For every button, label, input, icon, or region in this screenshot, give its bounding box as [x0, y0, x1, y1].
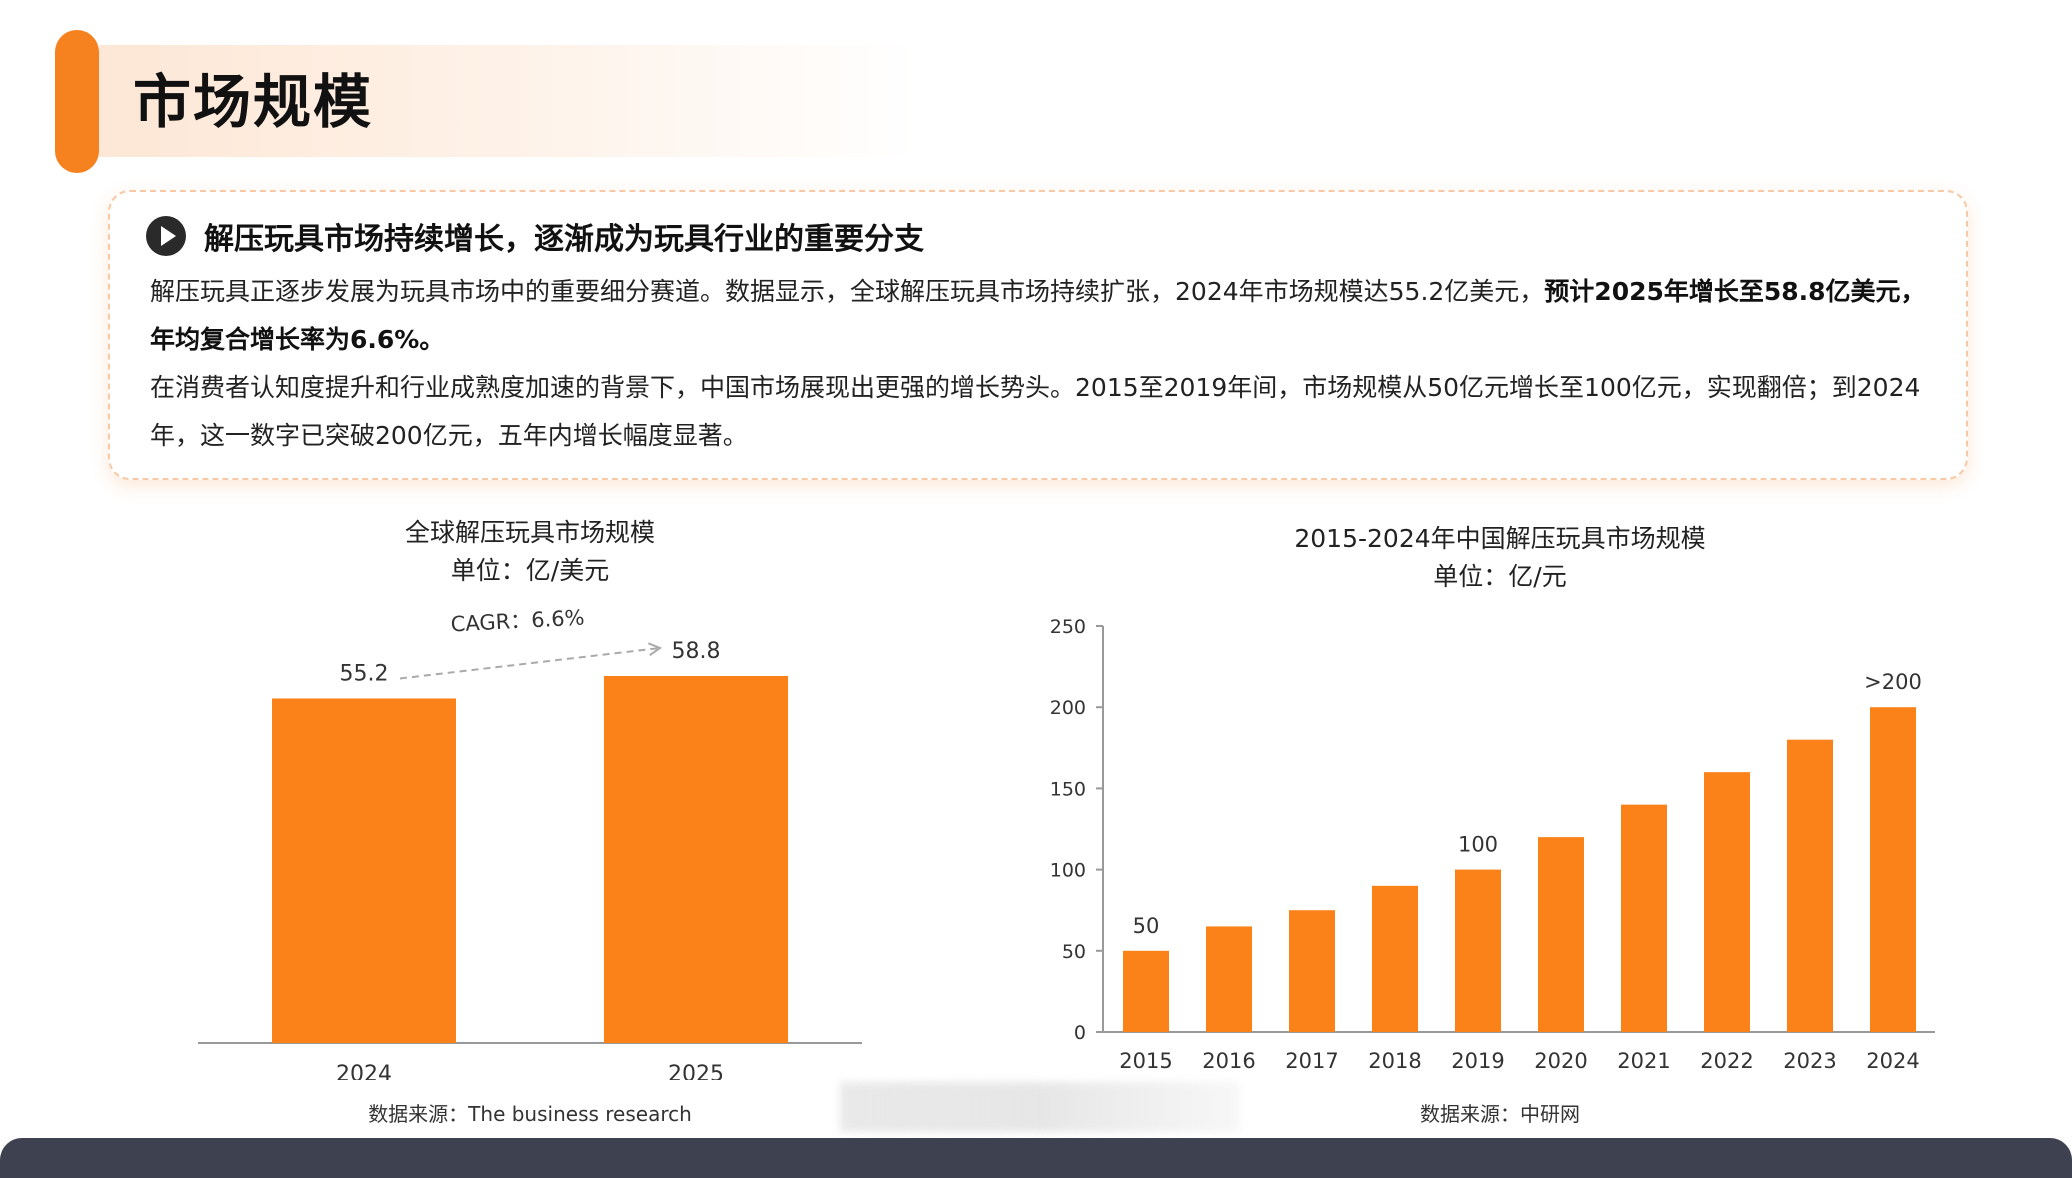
bar-2021 [1621, 804, 1667, 1032]
page-title: 市场规模 [133, 68, 374, 136]
cagr-arrow [399, 648, 660, 680]
bar-2024 [272, 698, 456, 1043]
bar-2025 [604, 676, 788, 1043]
x-tick-label: 2021 [1617, 1049, 1670, 1073]
x-tick-label: 2017 [1285, 1049, 1338, 1073]
footer-bar [0, 1138, 2072, 1178]
title-accent-bar [55, 30, 99, 173]
y-tick-label: 250 [1050, 616, 1086, 638]
value-label: 55.2 [340, 661, 389, 686]
china-chart-title: 2015-2024年中国解压玩具市场规模 [1294, 524, 1706, 553]
info-heading: 解压玩具市场持续增长，逐渐成为玩具行业的重要分支 [146, 214, 924, 258]
play-icon [146, 216, 186, 256]
paragraph-global-highlight: 预计2025年增长至58.8亿美元，年均复合增长率为6.6%。 [150, 277, 1926, 354]
china-chart-heading: 2015-2024年中国解压玩具市场规模 单位：亿/元 [1180, 520, 1820, 596]
bar-2019 [1455, 869, 1501, 1032]
x-tick-label: 2025 [668, 1062, 724, 1080]
bar-2023 [1787, 739, 1833, 1032]
bar-2020 [1538, 837, 1584, 1032]
bar-2022 [1704, 772, 1750, 1032]
x-tick-label: 2020 [1534, 1049, 1587, 1073]
info-card [108, 190, 1968, 480]
x-tick-label: 2015 [1119, 1049, 1172, 1073]
global-chart-heading: 全球解压玩具市场规模 单位：亿/美元 [330, 514, 730, 590]
x-tick-label: 2016 [1202, 1049, 1255, 1073]
value-label: 100 [1458, 833, 1498, 857]
x-tick-label: 2022 [1700, 1049, 1753, 1073]
global-chart-title: 全球解压玩具市场规模 [404, 518, 655, 547]
value-label: >200 [1864, 670, 1922, 694]
y-tick-label: 100 [1050, 860, 1086, 882]
x-tick-label: 2024 [1866, 1049, 1919, 1073]
y-tick-label: 0 [1074, 1022, 1086, 1044]
value-label: 50 [1133, 914, 1160, 938]
bar-2017 [1289, 910, 1335, 1032]
x-tick-label: 2018 [1368, 1049, 1421, 1073]
bar-2018 [1372, 885, 1418, 1032]
china-chart-unit: 单位：亿/元 [1433, 562, 1567, 591]
x-tick-label: 2019 [1451, 1049, 1504, 1073]
cagr-annotation: CAGR：6.6% [450, 606, 585, 637]
info-title: 解压玩具市场持续增长，逐渐成为玩具行业的重要分支 [204, 222, 924, 257]
paragraph-global: 解压玩具正逐步发展为玩具市场中的重要细分赛道。数据显示，全球解压玩具市场持续扩张… [150, 268, 1930, 364]
bar-2024 [1870, 707, 1916, 1032]
global-chart-unit: 单位：亿/美元 [450, 556, 610, 585]
paragraph-china: 在消费者认知度提升和行业成熟度加速的背景下，中国市场展现出更强的增长势头。201… [150, 373, 1921, 450]
china-market-chart: 0 50 100 150 200 250 2015 50 2016 2017 2018 2019 100… [1050, 616, 1935, 1073]
x-tick-label: 2023 [1783, 1049, 1836, 1073]
watermark-blur [840, 1082, 1240, 1132]
paragraph-global-text: 解压玩具正逐步发展为玩具市场中的重要细分赛道。数据显示，全球解压玩具市场持续扩张… [150, 277, 1545, 306]
global-chart-source: 数据来源：The business research [368, 1102, 692, 1126]
global-market-chart: 2024 55.2 2025 58.8 CAGR：6.6% [198, 606, 862, 1080]
y-tick-label: 50 [1062, 941, 1086, 963]
china-chart-source: 数据来源：中研网 [1420, 1102, 1580, 1126]
y-tick-label: 200 [1050, 697, 1086, 719]
x-tick-label: 2024 [336, 1062, 392, 1080]
bar-2015 [1123, 950, 1169, 1032]
title-band [99, 45, 919, 157]
bar-2016 [1206, 926, 1252, 1032]
value-label: 58.8 [672, 639, 721, 664]
y-tick-label: 150 [1050, 778, 1086, 800]
